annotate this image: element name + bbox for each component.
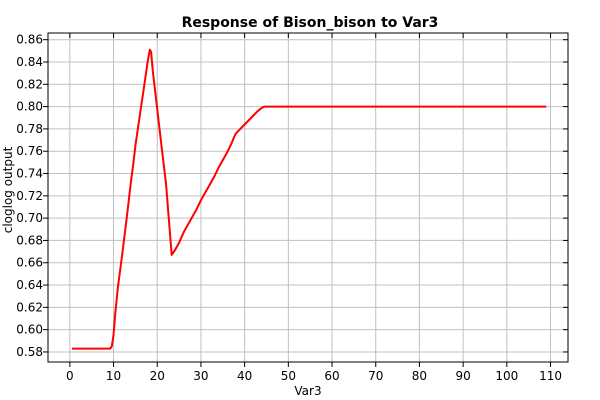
x-tick-label: 0 xyxy=(66,369,74,383)
tick-labels: 0 10 20 30 40 50 60 70 80 90 100 110 0.58 0.60 0.62 0.6… xyxy=(16,33,562,383)
y-tick-label: 0.72 xyxy=(16,189,43,203)
y-tick-label: 0.66 xyxy=(16,256,43,270)
y-axis-label: cloglog output xyxy=(1,146,15,233)
y-tick-label: 0.84 xyxy=(16,55,43,69)
y-tick-label: 0.58 xyxy=(16,345,43,359)
y-tick-label: 0.70 xyxy=(16,211,43,225)
y-tick-label: 0.68 xyxy=(16,233,43,247)
x-tick-label: 20 xyxy=(150,369,165,383)
series-layer xyxy=(72,48,547,350)
x-tick-label: 60 xyxy=(324,369,339,383)
y-tick-label: 0.60 xyxy=(16,323,43,337)
x-axis-label: Var3 xyxy=(294,384,321,398)
x-tick-label: 70 xyxy=(368,369,383,383)
y-tick-label: 0.86 xyxy=(16,33,43,47)
chart-title: Response of Bison_bison to Var3 xyxy=(182,15,439,31)
y-tick-label: 0.76 xyxy=(16,144,43,158)
x-tick-label: 50 xyxy=(281,369,296,383)
x-tick-label: 40 xyxy=(237,369,252,383)
x-tick-label: 10 xyxy=(106,369,121,383)
x-tick-label: 110 xyxy=(539,369,562,383)
x-tick-label: 100 xyxy=(495,369,518,383)
series-line xyxy=(72,48,547,350)
plot-frame xyxy=(47,32,569,363)
x-tick-label: 90 xyxy=(455,369,470,383)
y-tick-label: 0.62 xyxy=(16,300,43,314)
x-tick-label: 30 xyxy=(193,369,208,383)
ticks xyxy=(43,33,568,367)
grid xyxy=(48,33,568,362)
y-tick-label: 0.64 xyxy=(16,278,43,292)
y-tick-label: 0.82 xyxy=(16,77,43,91)
x-tick-label: 80 xyxy=(412,369,427,383)
y-tick-label: 0.78 xyxy=(16,122,43,136)
y-tick-label: 0.80 xyxy=(16,100,43,114)
y-tick-label: 0.74 xyxy=(16,167,43,181)
